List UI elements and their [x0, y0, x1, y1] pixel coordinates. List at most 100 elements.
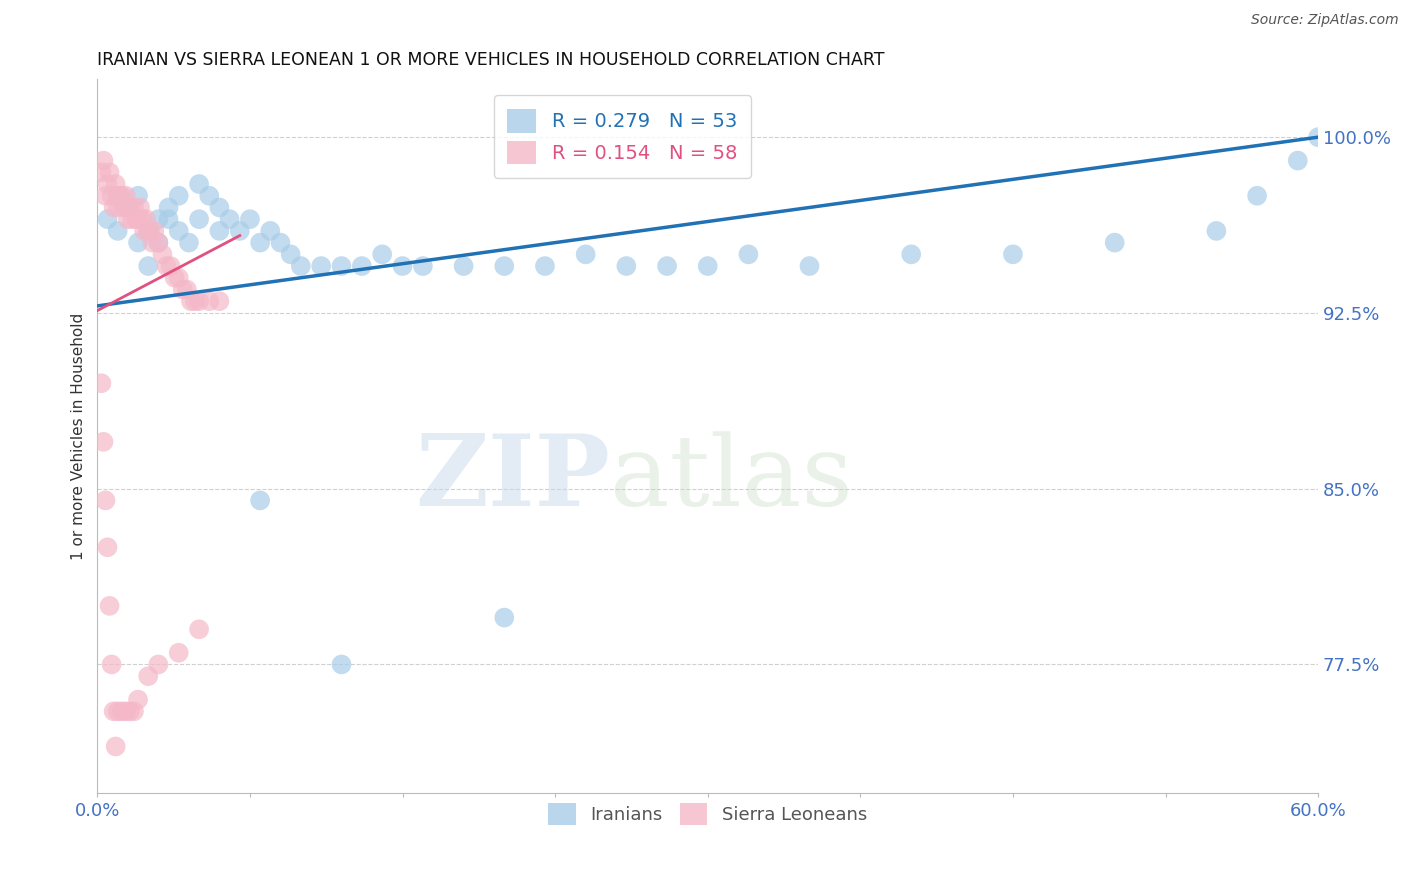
Point	[136, 224, 159, 238]
Point	[148, 235, 170, 250]
Point	[107, 201, 129, 215]
Point	[127, 188, 149, 202]
Point	[134, 224, 156, 238]
Point	[112, 201, 135, 215]
Point	[188, 212, 211, 227]
Point	[1001, 247, 1024, 261]
Point	[167, 224, 190, 238]
Text: atlas: atlas	[610, 431, 853, 527]
Point	[184, 294, 207, 309]
Point	[107, 188, 129, 202]
Point	[180, 294, 202, 309]
Point	[111, 704, 134, 718]
Text: Source: ZipAtlas.com: Source: ZipAtlas.com	[1251, 13, 1399, 28]
Legend: Iranians, Sierra Leoneans: Iranians, Sierra Leoneans	[540, 794, 876, 834]
Point	[136, 259, 159, 273]
Point	[290, 259, 312, 273]
Point	[269, 235, 291, 250]
Text: ZIP: ZIP	[415, 430, 610, 527]
Point	[1286, 153, 1309, 168]
Point	[136, 224, 159, 238]
Point	[135, 212, 157, 227]
Point	[157, 212, 180, 227]
Point	[534, 259, 557, 273]
Point	[104, 739, 127, 754]
Point	[391, 259, 413, 273]
Point	[218, 212, 240, 227]
Point	[494, 259, 516, 273]
Point	[127, 235, 149, 250]
Point	[280, 247, 302, 261]
Point	[167, 270, 190, 285]
Point	[799, 259, 821, 273]
Point	[114, 188, 136, 202]
Point	[148, 235, 170, 250]
Point	[1205, 224, 1227, 238]
Point	[90, 376, 112, 391]
Point	[127, 212, 149, 227]
Text: IRANIAN VS SIERRA LEONEAN 1 OR MORE VEHICLES IN HOUSEHOLD CORRELATION CHART: IRANIAN VS SIERRA LEONEAN 1 OR MORE VEHI…	[97, 51, 884, 69]
Point	[157, 201, 180, 215]
Point	[163, 270, 186, 285]
Point	[96, 177, 118, 191]
Point	[259, 224, 281, 238]
Point	[208, 224, 231, 238]
Point	[155, 259, 177, 273]
Point	[93, 153, 115, 168]
Point	[96, 541, 118, 555]
Point	[159, 259, 181, 273]
Point	[371, 247, 394, 261]
Point	[94, 493, 117, 508]
Point	[1308, 130, 1330, 145]
Point	[614, 259, 637, 273]
Point	[96, 212, 118, 227]
Point	[117, 212, 139, 227]
Point	[118, 201, 141, 215]
Point	[118, 704, 141, 718]
Point	[125, 212, 148, 227]
Point	[90, 165, 112, 179]
Point	[122, 704, 145, 718]
Point	[98, 165, 121, 179]
Point	[98, 599, 121, 613]
Point	[737, 247, 759, 261]
Point	[141, 235, 163, 250]
Point	[696, 259, 718, 273]
Point	[131, 212, 153, 227]
Point	[111, 188, 134, 202]
Point	[114, 704, 136, 718]
Point	[249, 235, 271, 250]
Point	[208, 294, 231, 309]
Point	[103, 201, 125, 215]
Point	[176, 283, 198, 297]
Point	[239, 212, 262, 227]
Point	[148, 657, 170, 672]
Point	[309, 259, 332, 273]
Point	[198, 188, 221, 202]
Point	[1104, 235, 1126, 250]
Point	[100, 188, 122, 202]
Point	[94, 188, 117, 202]
Point	[129, 201, 152, 215]
Point	[104, 177, 127, 191]
Point	[249, 493, 271, 508]
Point	[148, 212, 170, 227]
Point	[107, 704, 129, 718]
Point	[121, 212, 143, 227]
Point	[103, 704, 125, 718]
Point	[655, 259, 678, 273]
Point	[188, 622, 211, 636]
Y-axis label: 1 or more Vehicles in Household: 1 or more Vehicles in Household	[72, 312, 86, 559]
Point	[494, 610, 516, 624]
Point	[93, 434, 115, 449]
Point	[350, 259, 373, 273]
Point	[139, 224, 162, 238]
Point	[412, 259, 434, 273]
Point	[172, 283, 194, 297]
Point	[167, 188, 190, 202]
Point	[152, 247, 174, 261]
Point	[127, 692, 149, 706]
Point	[330, 259, 353, 273]
Point	[177, 235, 200, 250]
Point	[188, 177, 211, 191]
